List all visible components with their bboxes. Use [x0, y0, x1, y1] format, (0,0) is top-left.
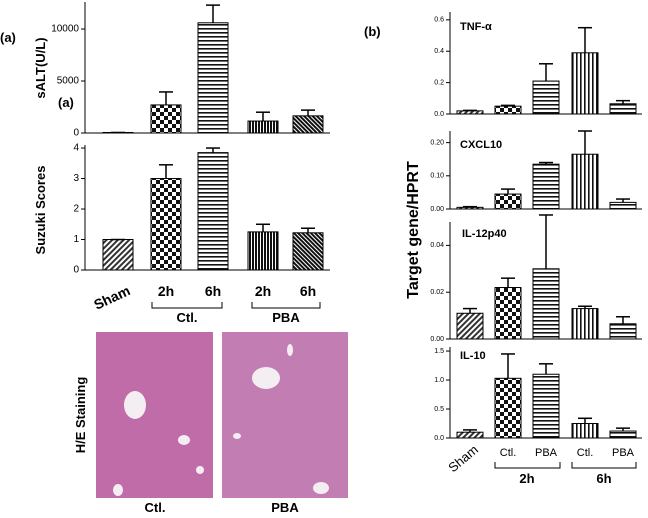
y-tick-label: 0.0 [434, 111, 444, 118]
y-tick-label: 0.02 [430, 289, 444, 296]
group-label: PBA [272, 310, 300, 325]
y-tick-label: 1 [73, 234, 79, 245]
bar [102, 239, 134, 271]
x-tick-label: Ctl. [577, 447, 594, 459]
bar [292, 232, 324, 271]
x-tick-label: 6h [300, 283, 316, 299]
bar [494, 105, 522, 115]
x-tick-label: Sham [91, 282, 132, 313]
y-tick-label: 4 [73, 143, 79, 154]
x-tick-label: Sham [445, 442, 481, 475]
bar [571, 423, 599, 439]
y-tick-label: 0 [73, 265, 79, 276]
bar [456, 206, 484, 210]
chart-title: IL-12p40 [462, 228, 507, 240]
image-caption: Ctl. [145, 500, 166, 515]
image-caption: PBA [271, 500, 299, 515]
bar [532, 80, 560, 115]
y-tick-label: 1.0 [434, 377, 444, 384]
y-tick-label: 2 [73, 204, 79, 215]
y-tick-label: 0.6 [434, 17, 444, 24]
x-tick-label: PBA [612, 447, 635, 459]
y-tick-label: 0.00 [430, 206, 444, 213]
bar [609, 201, 637, 210]
y-tick-label: 0.20 [430, 139, 444, 146]
bar [532, 373, 560, 439]
bar [456, 110, 484, 115]
bar [197, 22, 229, 134]
bar [609, 323, 637, 340]
bar [150, 178, 182, 271]
panel-label: (b) [364, 24, 381, 39]
y-axis-label: sALT(U/L) [33, 37, 48, 98]
x-tick-label: 2h [158, 283, 174, 299]
panel-label: (a) [58, 95, 74, 110]
bar [609, 430, 637, 439]
y-tick-label: 10000 [51, 24, 79, 35]
x-tick-label: PBA [535, 447, 558, 459]
bar [150, 104, 182, 134]
y-tick-label: 0.0 [434, 435, 444, 442]
bar [247, 120, 279, 134]
y-tick-label: 0.5 [434, 406, 444, 413]
bar [571, 52, 599, 115]
bar [197, 152, 229, 271]
y-tick-label: 0.10 [430, 173, 444, 180]
bar [571, 153, 599, 210]
bar [247, 231, 279, 271]
group-label: Ctl. [177, 310, 198, 325]
group-bracket [151, 302, 637, 469]
chart-title: TNF-α [460, 21, 492, 33]
y-tick-label: 0.2 [434, 79, 444, 86]
chart-title: CXCL10 [460, 139, 502, 151]
y-axis-label: Suzuki Scores [33, 166, 48, 255]
bar [494, 377, 522, 439]
bar [494, 193, 522, 210]
micrograph [96, 332, 213, 498]
staining-label: H/E Staining [73, 377, 88, 454]
bar [571, 308, 599, 340]
bar [532, 268, 560, 340]
y-tick-label: 0 [73, 128, 79, 139]
x-tick-label: 6h [205, 283, 221, 299]
y-tick-label: 0.00 [430, 336, 444, 343]
panel-label: (a) [0, 30, 16, 45]
bar [292, 115, 324, 134]
y-tick-label: 0.4 [434, 48, 444, 55]
y-tick-label: 1.5 [434, 348, 444, 355]
group-label: 6h [596, 471, 611, 486]
bar [532, 163, 560, 210]
x-tick-label: Ctl. [500, 447, 517, 459]
x-tick-label: 2h [255, 283, 271, 299]
bar [609, 103, 637, 115]
bar [456, 312, 484, 340]
group-label: 2h [519, 471, 534, 486]
bar [456, 431, 484, 439]
y-tick-label: 0.04 [430, 242, 444, 249]
bar [494, 287, 522, 340]
y-tick-label: 5000 [57, 76, 80, 87]
y-axis-label: Target gene/HPRT [405, 161, 422, 299]
micrograph [222, 332, 348, 498]
y-tick-label: 3 [73, 173, 79, 184]
chart-title: IL-10 [460, 350, 486, 362]
